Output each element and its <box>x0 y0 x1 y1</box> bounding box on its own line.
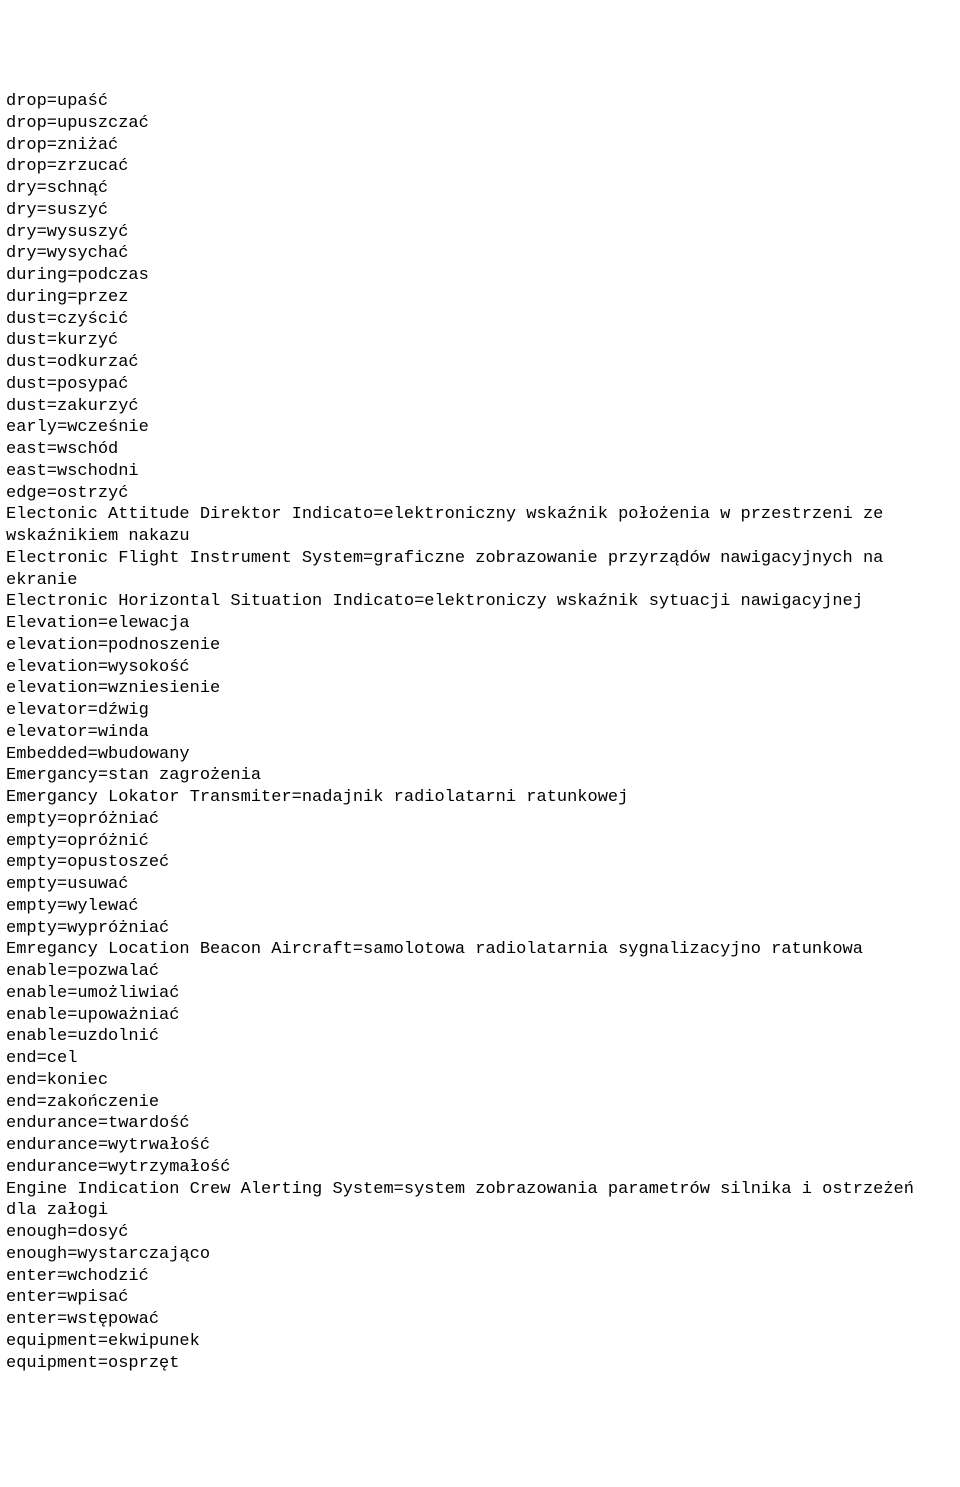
dictionary-entry: enter=wchodzić <box>6 1266 954 1288</box>
dictionary-entry: elevation=podnoszenie <box>6 635 954 657</box>
dictionary-entry: during=podczas <box>6 265 954 287</box>
dictionary-entry: enter=wpisać <box>6 1287 954 1309</box>
dictionary-entry: Emergancy=stan zagrożenia <box>6 765 954 787</box>
dictionary-entry: elevator=dźwig <box>6 700 954 722</box>
dictionary-entry: dry=suszyć <box>6 200 954 222</box>
dictionary-entry: Emregancy Location Beacon Aircraft=samol… <box>6 939 954 961</box>
dictionary-entry: enable=uzdolnić <box>6 1026 954 1048</box>
dictionary-entry: empty=opróżnić <box>6 831 954 853</box>
dictionary-entry: endurance=wytrzymałość <box>6 1157 954 1179</box>
dictionary-entry: during=przez <box>6 287 954 309</box>
dictionary-entry: edge=ostrzyć <box>6 483 954 505</box>
dictionary-entry: Electronic Flight Instrument System=graf… <box>6 548 954 592</box>
dictionary-entry: enough=dosyć <box>6 1222 954 1244</box>
dictionary-entry: drop=zniżać <box>6 135 954 157</box>
dictionary-entry: enable=pozwalać <box>6 961 954 983</box>
dictionary-entry: dust=posypać <box>6 374 954 396</box>
dictionary-entry: enter=wstępować <box>6 1309 954 1331</box>
dictionary-entry: early=wcześnie <box>6 417 954 439</box>
dictionary-entry: equipment=osprzęt <box>6 1353 954 1375</box>
dictionary-entry: dry=wysuszyć <box>6 222 954 244</box>
dictionary-entry: empty=opustoszeć <box>6 852 954 874</box>
dictionary-entry: east=wschodni <box>6 461 954 483</box>
dictionary-entry: Embedded=wbudowany <box>6 744 954 766</box>
dictionary-entry: empty=opróżniać <box>6 809 954 831</box>
dictionary-entry: equipment=ekwipunek <box>6 1331 954 1353</box>
dictionary-entry: empty=wylewać <box>6 896 954 918</box>
dictionary-entry: dust=czyścić <box>6 309 954 331</box>
dictionary-entry: Electonic Attitude Direktor Indicato=ele… <box>6 504 954 548</box>
dictionary-entry: dust=zakurzyć <box>6 396 954 418</box>
dictionary-entry: endurance=twardość <box>6 1113 954 1135</box>
dictionary-entry: east=wschód <box>6 439 954 461</box>
dictionary-entry: Elevation=elewacja <box>6 613 954 635</box>
dictionary-entry: drop=zrzucać <box>6 156 954 178</box>
dictionary-entry: end=cel <box>6 1048 954 1070</box>
dictionary-entry: elevator=winda <box>6 722 954 744</box>
dictionary-entry: endurance=wytrwałość <box>6 1135 954 1157</box>
dictionary-entry: Electronic Horizontal Situation Indicato… <box>6 591 954 613</box>
dictionary-entry: Engine Indication Crew Alerting System=s… <box>6 1179 954 1223</box>
dictionary-entry: drop=upuszczać <box>6 113 954 135</box>
dictionary-entry: elevation=wzniesienie <box>6 678 954 700</box>
dictionary-entry: end=koniec <box>6 1070 954 1092</box>
dictionary-entry: dry=schnąć <box>6 178 954 200</box>
dictionary-entry: Emergancy Lokator Transmiter=nadajnik ra… <box>6 787 954 809</box>
dictionary-entry: dust=odkurzać <box>6 352 954 374</box>
dictionary-entry: empty=wypróżniać <box>6 918 954 940</box>
dictionary-entry: end=zakończenie <box>6 1092 954 1114</box>
dictionary-entry: dust=kurzyć <box>6 330 954 352</box>
dictionary-entry: enable=upoważniać <box>6 1005 954 1027</box>
dictionary-entry: dry=wysychać <box>6 243 954 265</box>
dictionary-entry: drop=upaść <box>6 91 954 113</box>
dictionary-text-block: drop=upaśćdrop=upuszczaćdrop=zniżaćdrop=… <box>6 91 954 1374</box>
dictionary-entry: enable=umożliwiać <box>6 983 954 1005</box>
dictionary-entry: enough=wystarczająco <box>6 1244 954 1266</box>
dictionary-entry: elevation=wysokość <box>6 657 954 679</box>
dictionary-entry: empty=usuwać <box>6 874 954 896</box>
